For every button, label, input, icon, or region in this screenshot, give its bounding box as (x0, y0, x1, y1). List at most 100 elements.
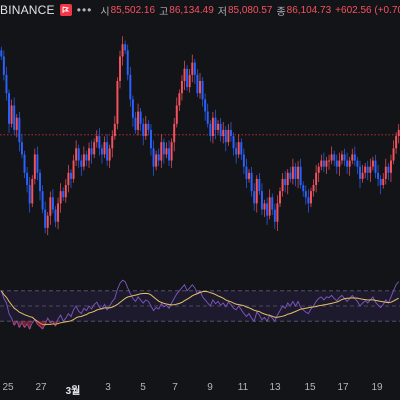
candle (325, 160, 328, 167)
candle (196, 74, 199, 94)
oscillator-line (0, 279, 400, 330)
candle (389, 160, 392, 173)
candle (286, 172, 289, 186)
candle (328, 160, 331, 162)
time-tick: 17 (337, 382, 349, 393)
candle (0, 50, 3, 57)
time-tick: 9 (207, 382, 213, 393)
change-value: +602.56 (+0.70%) (335, 4, 400, 16)
candle (178, 93, 181, 106)
candle (266, 203, 269, 216)
candle (333, 154, 336, 161)
candle (10, 105, 13, 124)
candle (41, 191, 44, 210)
candle (160, 142, 163, 161)
candle (371, 160, 374, 167)
high-label: 고 (159, 6, 169, 18)
price-chart[interactable] (0, 22, 400, 248)
time-tick: 27 (35, 382, 47, 393)
candle (299, 166, 302, 186)
low-value: 85,080.57 (227, 4, 273, 16)
candle (126, 50, 129, 75)
candle (162, 142, 165, 155)
candle (317, 166, 320, 173)
candle (312, 185, 315, 192)
candle (304, 191, 307, 198)
candle (59, 191, 62, 204)
candle (106, 142, 109, 161)
oversold-shade (12, 321, 16, 325)
candle (284, 178, 287, 186)
candle (69, 172, 72, 179)
time-tick: 15 (304, 382, 316, 393)
candle (88, 148, 91, 161)
candle (377, 172, 380, 179)
candle (366, 166, 369, 173)
candle (113, 123, 116, 137)
candle (242, 154, 245, 167)
candle (335, 160, 338, 167)
candle (121, 44, 124, 57)
candle (147, 123, 150, 130)
candle (119, 56, 121, 81)
candle (116, 80, 119, 124)
candle (240, 142, 243, 155)
candle (219, 123, 222, 137)
oversold-shade (30, 321, 34, 323)
chart-legend: BINANCE ••• 시 85,502.16 고 86,134.49 저 85… (0, 0, 400, 20)
oscillator-pane[interactable] (0, 252, 400, 376)
candle (297, 166, 300, 179)
candle (384, 166, 387, 179)
candle (206, 111, 209, 124)
candle (72, 160, 75, 179)
candle (2, 56, 5, 75)
candle (183, 68, 186, 81)
candle (170, 142, 173, 161)
candle (80, 160, 83, 167)
candle (137, 111, 140, 130)
candle (302, 185, 305, 192)
candle (340, 154, 343, 161)
candle (157, 154, 160, 161)
candle (26, 172, 29, 186)
candle (90, 148, 93, 155)
candle (23, 154, 26, 173)
candle (279, 191, 281, 204)
more-options-icon[interactable]: ••• (76, 3, 93, 17)
oversold-shade (28, 321, 31, 329)
candle (276, 203, 279, 222)
flag-icon[interactable] (59, 4, 72, 16)
time-axis[interactable]: 25 27 3월 3 5 7 9 11 13 15 17 19 (0, 376, 400, 400)
candle (235, 148, 238, 155)
candle (309, 191, 312, 204)
time-tick: 7 (172, 382, 178, 393)
candle (294, 166, 297, 179)
candle (330, 154, 333, 161)
candle (250, 172, 253, 192)
candle (82, 154, 85, 167)
high-value: 86,134.49 (169, 4, 214, 16)
candle (379, 178, 382, 186)
candle (222, 129, 225, 137)
candle (364, 166, 367, 173)
oversold-shade (54, 321, 57, 326)
oversold-shade (43, 321, 47, 325)
candle (165, 148, 168, 155)
candle (229, 129, 232, 137)
low-label: 저 (217, 6, 227, 18)
candle (369, 166, 372, 173)
open-value: 85,502.16 (110, 4, 156, 16)
candle (44, 209, 47, 228)
candle (199, 80, 201, 94)
candle (75, 148, 78, 161)
candle (13, 105, 16, 130)
candle (356, 160, 359, 167)
candle (144, 123, 147, 137)
candle (217, 123, 220, 130)
candle (224, 129, 227, 143)
candle (348, 160, 351, 167)
candle (214, 117, 217, 130)
candle (175, 105, 178, 124)
candle (361, 172, 364, 179)
candle (351, 154, 354, 161)
